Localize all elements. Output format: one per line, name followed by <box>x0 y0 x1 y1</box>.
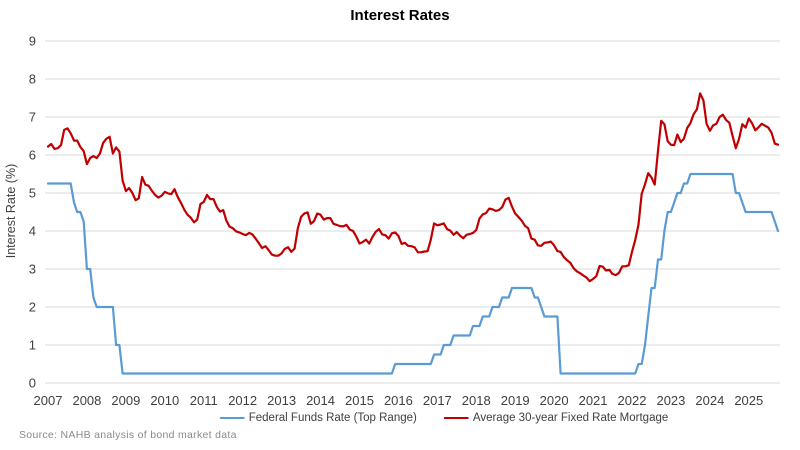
mortgage-line-swatch <box>443 416 469 420</box>
x-tick-label-2009: 2009 <box>111 393 140 408</box>
x-tick-label-2019: 2019 <box>501 393 530 408</box>
y-tick-label-2: 2 <box>29 300 36 315</box>
y-tick-label-9: 9 <box>29 34 36 49</box>
x-tick-label-2020: 2020 <box>540 393 569 408</box>
chart-title: Interest Rates <box>350 7 450 24</box>
x-tick-label-2012: 2012 <box>228 393 257 408</box>
x-tick-label-2007: 2007 <box>34 393 63 408</box>
y-tick-label-8: 8 <box>29 72 36 87</box>
x-tick-label-2015: 2015 <box>345 393 374 408</box>
legend: Federal Funds Rate (Top Range) Average 3… <box>219 412 669 424</box>
y-tick-label-0: 0 <box>29 376 36 391</box>
x-tick-label-2017: 2017 <box>423 393 452 408</box>
y-tick-label-3: 3 <box>29 262 36 277</box>
x-tick-label-2022: 2022 <box>618 393 647 408</box>
x-tick-label-2011: 2011 <box>190 393 218 408</box>
x-tick-label-2021: 2021 <box>579 393 608 408</box>
y-axis-tick-labels: 0 1 2 3 4 5 6 7 8 9 <box>29 34 36 391</box>
x-tick-label-2025: 2025 <box>734 393 763 408</box>
legend-item-fed-funds: Federal Funds Rate (Top Range) <box>219 412 417 424</box>
mortgage-line <box>46 92 780 283</box>
legend-label-fed-funds: Federal Funds Rate (Top Range) <box>248 412 417 424</box>
legend-label-mortgage: Average 30-year Fixed Rate Mortgage <box>472 412 669 424</box>
x-tick-label-2018: 2018 <box>462 393 491 408</box>
y-tick-label-7: 7 <box>29 110 36 125</box>
y-tick-label-1: 1 <box>29 338 36 353</box>
x-tick-label-2014: 2014 <box>306 393 335 408</box>
fed-funds-line <box>46 172 780 375</box>
fed-funds-line-swatch <box>219 416 245 420</box>
x-tick-label-2010: 2010 <box>150 393 179 408</box>
source-note: Source: NAHB analysis of bond market dat… <box>19 429 237 441</box>
x-tick-label-2008: 2008 <box>72 393 101 408</box>
legend-item-mortgage: Average 30-year Fixed Rate Mortgage <box>443 412 669 424</box>
y-tick-label-4: 4 <box>29 224 36 239</box>
x-tick-label-2024: 2024 <box>695 393 724 408</box>
y-tick-label-5: 5 <box>29 186 36 201</box>
x-axis-tick-labels: 2007 2008 2009 2010 2011 2012 2013 2014 2015 2016… <box>34 393 764 408</box>
x-tick-label-2013: 2013 <box>267 393 296 408</box>
data-series-lines <box>46 92 780 375</box>
y-tick-label-6: 6 <box>29 148 36 163</box>
x-tick-label-2016: 2016 <box>384 393 413 408</box>
x-tick-label-2023: 2023 <box>656 393 685 408</box>
